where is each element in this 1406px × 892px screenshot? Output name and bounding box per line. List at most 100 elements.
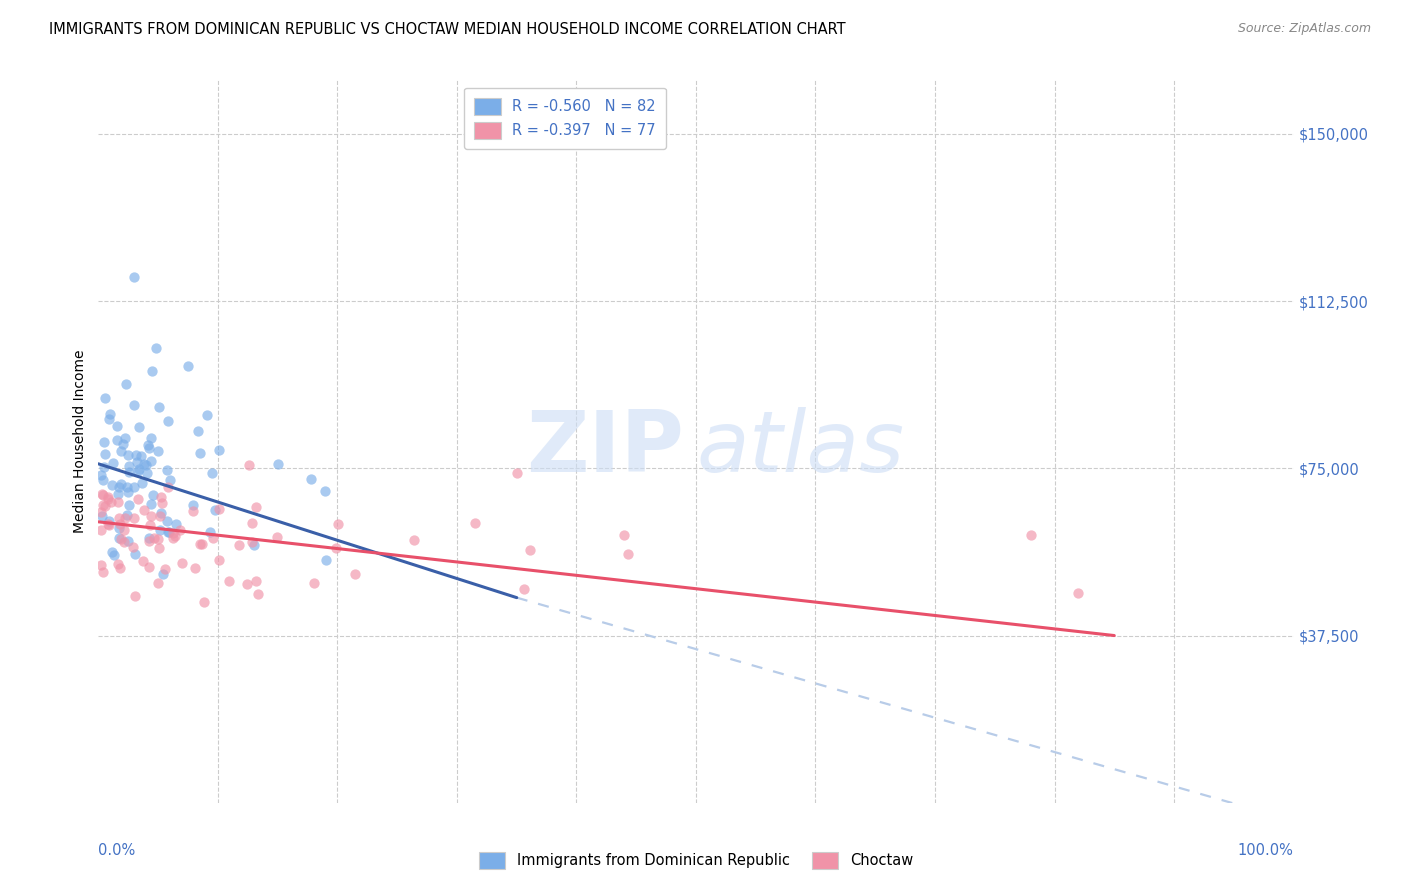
Point: [124, 589, 146, 603]
Point: [315, 553, 337, 567]
Point: [94, 447, 117, 461]
Point: [110, 560, 132, 574]
Point: [91, 566, 114, 580]
Point: [402, 533, 425, 547]
Point: [128, 462, 150, 476]
Point: [242, 538, 264, 552]
Point: [188, 537, 211, 551]
Point: [157, 525, 180, 540]
Point: [247, 587, 270, 601]
Text: IMMIGRANTS FROM DOMINICAN REPUBLIC VS CHOCTAW MEDIAN HOUSEHOLD INCOME CORRELATIO: IMMIGRANTS FROM DOMINICAN REPUBLIC VS CH…: [49, 22, 846, 37]
Point: [105, 418, 128, 433]
Text: Source: ZipAtlas.com: Source: ZipAtlas.com: [1237, 22, 1371, 36]
Point: [129, 449, 152, 463]
Point: [156, 514, 179, 528]
Point: [136, 438, 159, 452]
Point: [464, 516, 486, 530]
Point: [200, 524, 222, 539]
Point: [117, 484, 139, 499]
Point: [122, 480, 145, 494]
Point: [141, 508, 163, 523]
Point: [138, 531, 160, 545]
Point: [266, 530, 288, 544]
Point: [138, 534, 160, 549]
Point: [156, 524, 179, 539]
Y-axis label: Median Household Income: Median Household Income: [73, 350, 87, 533]
Point: [138, 442, 160, 456]
Point: [98, 411, 121, 425]
Point: [139, 518, 162, 533]
Point: [107, 531, 129, 545]
Point: [124, 511, 146, 525]
Point: [519, 543, 541, 558]
Point: [165, 516, 187, 531]
Point: [110, 533, 132, 547]
Point: [245, 574, 267, 588]
Point: [110, 477, 132, 491]
Point: [112, 523, 135, 537]
Point: [208, 442, 231, 457]
Point: [103, 456, 125, 470]
Point: [245, 500, 267, 514]
Point: [150, 496, 173, 510]
Point: [114, 511, 136, 525]
Point: [240, 516, 263, 530]
Point: [93, 459, 115, 474]
Point: [132, 554, 155, 568]
Point: [90, 467, 112, 482]
Point: [118, 465, 141, 479]
Point: [325, 541, 347, 556]
Point: [97, 514, 120, 528]
Point: [613, 528, 636, 542]
Text: 0.0%: 0.0%: [98, 843, 135, 857]
Point: [506, 466, 529, 480]
Point: [156, 463, 179, 477]
Point: [127, 492, 149, 507]
Point: [105, 433, 128, 447]
Point: [193, 595, 215, 609]
Point: [90, 487, 112, 501]
Point: [97, 491, 120, 505]
Point: [91, 487, 114, 501]
Point: [100, 494, 122, 508]
Point: [181, 503, 204, 517]
Point: [267, 457, 290, 471]
Point: [177, 359, 200, 373]
Point: [1067, 586, 1090, 600]
Legend: Immigrants from Dominican Republic, Choctaw: Immigrants from Dominican Republic, Choc…: [474, 847, 918, 875]
Point: [134, 458, 156, 472]
Point: [108, 516, 131, 531]
Point: [98, 407, 121, 421]
Point: [344, 567, 367, 582]
Point: [117, 448, 139, 462]
Point: [107, 487, 129, 501]
Point: [1019, 528, 1042, 542]
Point: [135, 458, 157, 473]
Point: [90, 523, 112, 537]
Point: [152, 567, 174, 582]
Point: [124, 269, 146, 284]
Point: [101, 545, 124, 559]
Point: [107, 495, 129, 509]
Point: [94, 499, 117, 513]
Point: [91, 473, 114, 487]
Point: [139, 431, 162, 445]
Point: [153, 562, 176, 576]
Point: [617, 547, 640, 561]
Point: [93, 435, 115, 450]
Point: [162, 525, 184, 540]
Point: [157, 480, 180, 494]
Text: 100.0%: 100.0%: [1237, 843, 1294, 857]
Point: [191, 536, 214, 550]
Point: [97, 492, 120, 507]
Point: [141, 364, 163, 378]
Point: [124, 548, 146, 562]
Point: [141, 454, 163, 468]
Point: [202, 531, 225, 545]
Point: [108, 480, 131, 494]
Point: [114, 535, 136, 549]
Point: [143, 531, 166, 545]
Point: [97, 516, 120, 531]
Point: [103, 548, 125, 562]
Point: [114, 431, 136, 445]
